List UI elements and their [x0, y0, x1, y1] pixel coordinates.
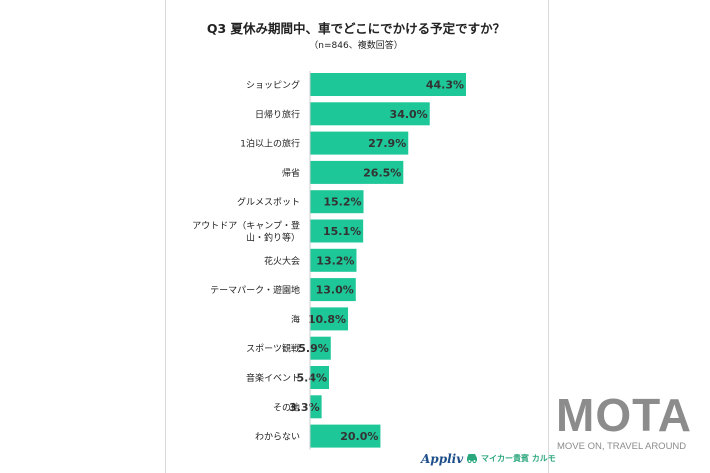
- category-label-10: 音楽イベント: [246, 372, 300, 384]
- value-label-4: 15.2%: [323, 196, 361, 209]
- bar-11: [310, 395, 322, 419]
- category-label-0: ショッピング: [246, 79, 300, 91]
- bar-10: [310, 366, 330, 389]
- value-label-2: 27.9%: [368, 137, 406, 150]
- bar-0: [310, 73, 466, 96]
- category-label-12: わからない: [255, 432, 300, 443]
- category-label-5: アウトドア（キャンプ・登山・釣り等）: [192, 221, 300, 244]
- appliv-logo: Appliv: [421, 452, 464, 466]
- category-label-1: 日帰り旅行: [255, 108, 300, 120]
- chart-subtitle: （n=846、複数回答）: [309, 41, 403, 51]
- category-label-11: その他: [273, 401, 300, 413]
- mycar-logo: マイカー貴賓 カルモ: [481, 454, 556, 463]
- mota-logo: MOTA: [556, 389, 693, 441]
- category-label-9: スポーツ観戦: [246, 343, 300, 355]
- value-label-0: 44.3%: [426, 79, 464, 92]
- bar-5: [310, 219, 364, 243]
- bar-3: [310, 160, 404, 184]
- bar-4: [310, 190, 364, 214]
- category-label-7: テーマパーク・遊園地: [210, 284, 300, 296]
- mota-tagline: MOVE ON, TRAVEL AROUND: [557, 441, 687, 452]
- bar-6: [310, 248, 357, 272]
- category-label-2: 1泊以上の旅行: [240, 138, 300, 150]
- value-label-7: 13.0%: [316, 284, 354, 297]
- bar-12: [310, 424, 381, 448]
- bar-8: [310, 307, 349, 331]
- bar-1: [310, 102, 430, 126]
- value-label-3: 26.5%: [363, 166, 401, 179]
- value-label-6: 13.2%: [316, 254, 354, 267]
- bar-7: [310, 278, 356, 302]
- value-label-5: 15.1%: [323, 225, 361, 238]
- category-label-3: 帰省: [282, 167, 300, 179]
- value-label-12: 20.0%: [340, 430, 378, 443]
- bar-9: [310, 336, 331, 360]
- category-label-4: グルメスポット: [237, 196, 300, 208]
- chart-title: Q3 夏休み期間中、車でどこにでかける予定ですか？: [206, 21, 506, 36]
- value-label-1: 34.0%: [390, 108, 428, 121]
- value-label-9: 5.9%: [298, 342, 329, 355]
- category-label-8: 海: [291, 313, 300, 325]
- value-label-10: 5.4%: [297, 372, 328, 385]
- category-label-6: 花火大会: [264, 255, 300, 267]
- value-label-11: 3.3%: [289, 401, 320, 414]
- value-label-8: 10.8%: [308, 313, 346, 326]
- car-icon: [467, 454, 477, 463]
- bar-2: [310, 131, 409, 155]
